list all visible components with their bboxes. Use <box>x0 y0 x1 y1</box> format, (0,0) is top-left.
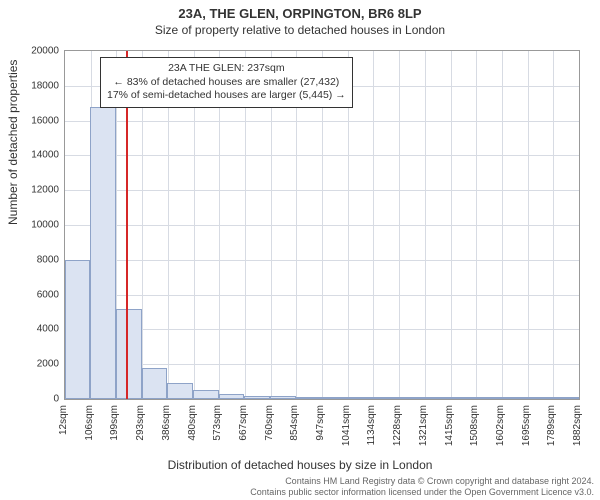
annotation-line: 23A THE GLEN: 237sqm <box>107 62 346 76</box>
ytick-label: 14000 <box>19 150 59 161</box>
gridline-v <box>451 51 452 399</box>
gridline-v <box>425 51 426 399</box>
histogram-bar <box>219 394 245 399</box>
xtick-label: 1508sqm <box>469 405 480 455</box>
xtick-label: 1695sqm <box>521 405 532 455</box>
chart-area: 0200040006000800010000120001400016000180… <box>64 50 580 400</box>
xtick-label: 1602sqm <box>495 405 506 455</box>
histogram-bar <box>399 397 425 399</box>
histogram-bar <box>476 397 502 399</box>
chart-subtitle: Size of property relative to detached ho… <box>0 21 600 37</box>
histogram-bar <box>553 397 579 399</box>
annotation-line: ← 83% of detached houses are smaller (27… <box>107 76 346 90</box>
histogram-bar <box>90 107 116 399</box>
xtick-label: 1134sqm <box>366 405 377 455</box>
xtick-label: 947sqm <box>315 405 326 455</box>
gridline-v <box>502 51 503 399</box>
histogram-bar <box>296 397 322 399</box>
xtick-label: 199sqm <box>109 405 120 455</box>
x-axis-label: Distribution of detached houses by size … <box>0 458 600 472</box>
xtick-label: 293sqm <box>135 405 146 455</box>
xtick-label: 1882sqm <box>572 405 583 455</box>
gridline-v <box>399 51 400 399</box>
ytick-label: 18000 <box>19 80 59 91</box>
xtick-label: 1789sqm <box>546 405 557 455</box>
histogram-bar <box>450 397 476 399</box>
histogram-bar <box>373 397 399 399</box>
xtick-label: 667sqm <box>238 405 249 455</box>
ytick-label: 0 <box>19 394 59 405</box>
ytick-label: 4000 <box>19 324 59 335</box>
ytick-label: 2000 <box>19 359 59 370</box>
xtick-label: 106sqm <box>84 405 95 455</box>
histogram-bar <box>321 397 347 399</box>
histogram-bar <box>244 396 270 399</box>
chart-container: 23A, THE GLEN, ORPINGTON, BR6 8LP Size o… <box>0 0 600 500</box>
histogram-bar <box>347 397 373 399</box>
ytick-label: 10000 <box>19 220 59 231</box>
histogram-bar <box>193 390 219 399</box>
chart-title: 23A, THE GLEN, ORPINGTON, BR6 8LP <box>0 0 600 21</box>
xtick-label: 386sqm <box>161 405 172 455</box>
gridline-v <box>373 51 374 399</box>
annotation-line: 17% of semi-detached houses are larger (… <box>107 89 346 103</box>
gridline-v <box>528 51 529 399</box>
xtick-label: 1415sqm <box>444 405 455 455</box>
ytick-label: 16000 <box>19 115 59 126</box>
footer-line: Contains public sector information licen… <box>250 487 594 498</box>
xtick-label: 573sqm <box>212 405 223 455</box>
xtick-label: 1228sqm <box>392 405 403 455</box>
ytick-label: 8000 <box>19 254 59 265</box>
ytick-label: 6000 <box>19 289 59 300</box>
gridline-v <box>476 51 477 399</box>
histogram-bar <box>116 309 142 399</box>
xtick-label: 12sqm <box>58 405 69 455</box>
histogram-bar <box>270 396 296 399</box>
ytick-label: 20000 <box>19 46 59 57</box>
plot-region: 0200040006000800010000120001400016000180… <box>64 50 580 400</box>
xtick-label: 760sqm <box>264 405 275 455</box>
gridline-v <box>553 51 554 399</box>
xtick-label: 1041sqm <box>341 405 352 455</box>
xtick-label: 1321sqm <box>418 405 429 455</box>
xtick-label: 854sqm <box>289 405 300 455</box>
y-axis-label: Number of detached properties <box>6 60 20 225</box>
histogram-bar <box>527 397 553 399</box>
ytick-label: 12000 <box>19 185 59 196</box>
histogram-bar <box>424 397 450 399</box>
xtick-label: 480sqm <box>187 405 198 455</box>
annotation-box: 23A THE GLEN: 237sqm← 83% of detached ho… <box>100 57 353 108</box>
footer-attribution: Contains HM Land Registry data © Crown c… <box>250 476 594 498</box>
histogram-bar <box>167 383 193 399</box>
histogram-bar <box>65 260 90 399</box>
histogram-bar <box>142 368 168 399</box>
footer-line: Contains HM Land Registry data © Crown c… <box>250 476 594 487</box>
histogram-bar <box>501 397 527 399</box>
